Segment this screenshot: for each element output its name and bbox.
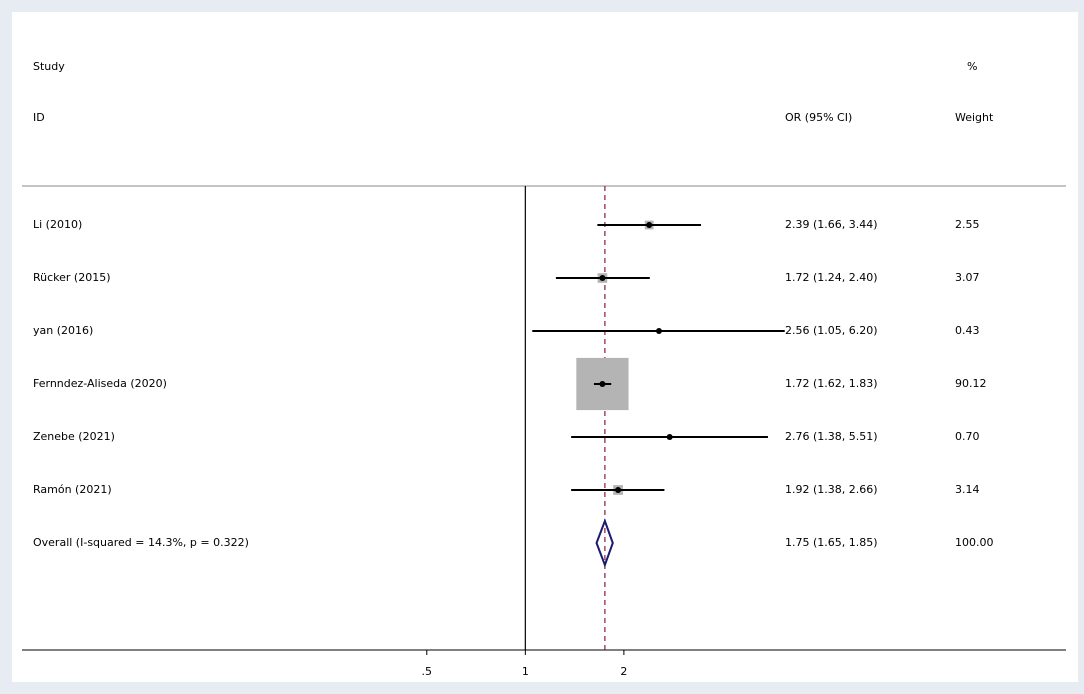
study-label: Fernndez-Aliseda (2020) [33,377,167,390]
point-estimate [646,222,653,228]
weight-label: 90.12 [955,377,987,390]
x-tick-label: 2 [620,665,627,678]
point-estimate [655,328,662,334]
overall-diamond [595,518,614,568]
plot-panel [12,12,1078,682]
weight-label: 3.07 [955,271,980,284]
study-label: Zenebe (2021) [33,430,115,443]
ci-label: 2.76 (1.38, 5.51) [785,430,878,443]
header-study: Study [33,60,65,73]
weight-label: 0.70 [955,430,980,443]
header-effect: OR (95% CI) [785,111,852,124]
header-id: ID [33,111,45,124]
study-label: Ramón (2021) [33,483,112,496]
point-estimate [666,434,673,440]
ci-label: 2.39 (1.66, 3.44) [785,218,878,231]
ci-label: 1.92 (1.38, 2.66) [785,483,878,496]
weight-label: 2.55 [955,218,980,231]
overall-label: Overall (I-squared = 14.3%, p = 0.322) [33,536,249,549]
ci-label: 1.72 (1.24, 2.40) [785,271,878,284]
point-estimate [599,275,606,281]
ci-label: 1.75 (1.65, 1.85) [785,536,878,549]
point-estimate [599,381,606,387]
ci-label: 1.72 (1.62, 1.83) [785,377,878,390]
study-label: Li (2010) [33,218,82,231]
x-tick-label: .5 [422,665,433,678]
study-label: Rücker (2015) [33,271,111,284]
ci-label: 2.56 (1.05, 6.20) [785,324,878,337]
weight-label: 0.43 [955,324,980,337]
study-label: yan (2016) [33,324,93,337]
weight-label: 3.14 [955,483,980,496]
header-weight: Weight [955,111,994,124]
weight-label: 100.00 [955,536,994,549]
x-tick-label: 1 [522,665,529,678]
point-estimate [615,487,622,493]
header-percent: % [967,60,977,73]
